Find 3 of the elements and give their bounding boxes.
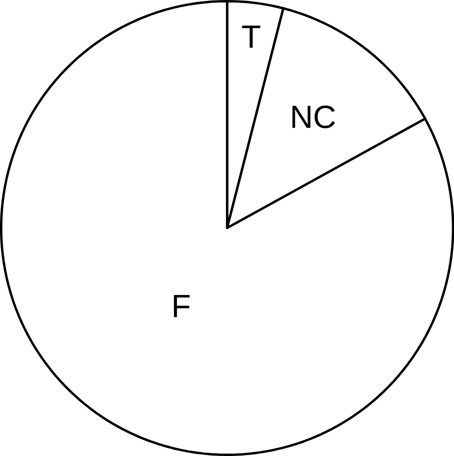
slice-label: T bbox=[242, 26, 260, 48]
slice-label: NC bbox=[292, 106, 335, 128]
slice-label: F bbox=[174, 295, 190, 318]
